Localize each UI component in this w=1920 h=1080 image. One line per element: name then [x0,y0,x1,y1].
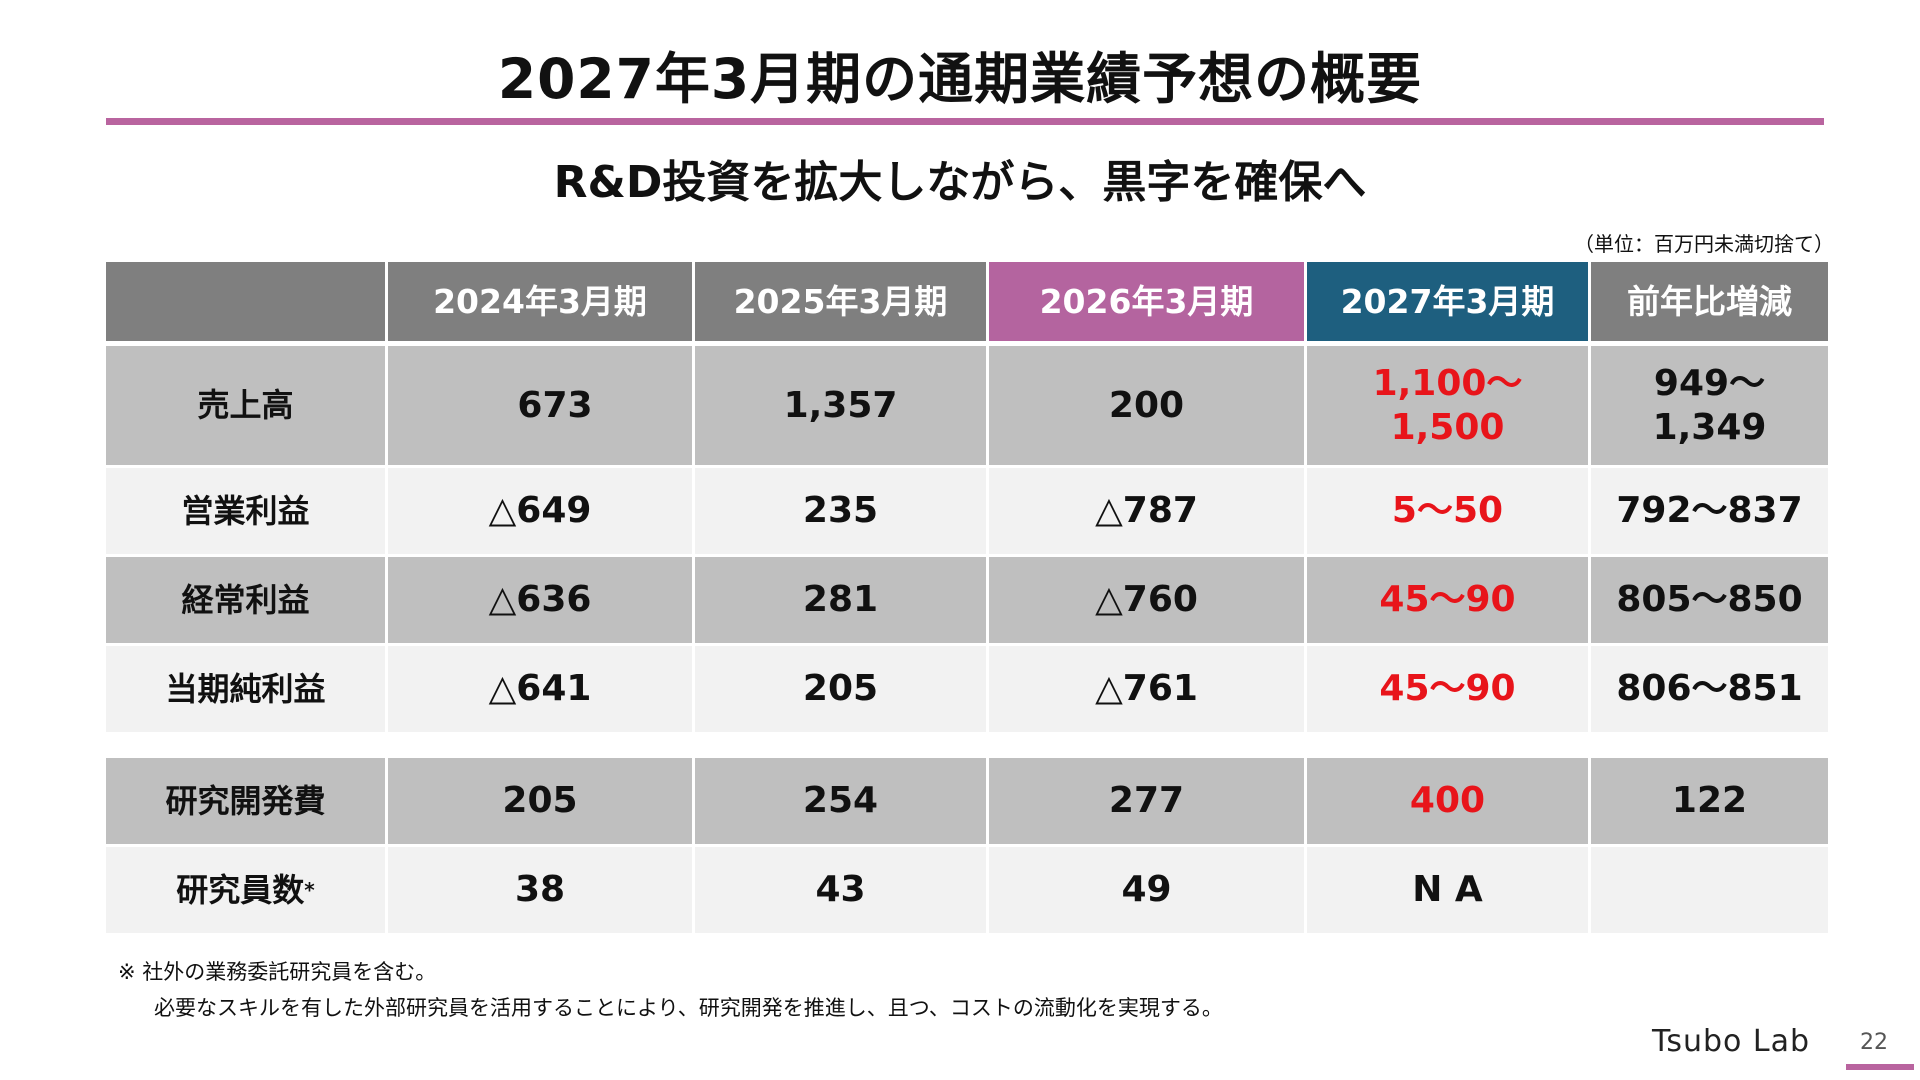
table-cell-forecast: 1,100〜 1,500 [1307,346,1591,465]
table-cell-change: 792〜837 [1591,468,1828,554]
table-cell: △636 [388,557,695,643]
footnote: ※ 社外の業務委託研究員を含む。 必要なスキルを有した外部研究員を活用することに… [118,954,1223,1026]
table-cell-change: 805〜850 [1591,557,1828,643]
header-cell-yoy-change: 前年比増減 [1591,262,1828,341]
table-cell: 281 [695,557,989,643]
table-cell-change: 122 [1591,758,1828,844]
table-row-revenue: 売上高 673 1,357 200 1,100〜 1,500 949〜 1,34… [106,346,1828,465]
table-row-net-income: 当期純利益 △641 205 △761 45〜90 806〜851 [106,646,1828,732]
row-label-researchers: 研究員数 * [106,847,388,933]
footnote-line-2: 必要なスキルを有した外部研究員を活用することにより、研究開発を推進し、且つ、コス… [154,996,1223,1020]
table-cell-forecast: 400 [1307,758,1591,844]
table-cell-forecast: 45〜90 [1307,557,1591,643]
table-cell: 49 [989,847,1307,933]
footnote-line-1: ※ 社外の業務委託研究員を含む。 [118,960,437,984]
table-cell: △761 [989,646,1307,732]
footnote-marker: * [304,878,315,902]
table-cell: 673 [388,346,695,465]
table-header-row: 2024年3月期 2025年3月期 2026年3月期 2027年3月期 前年比増… [106,262,1828,341]
unit-note: （単位：百万円未満切捨て） [1574,232,1834,256]
table-row-researchers: 研究員数 * 38 43 49 N A [106,847,1828,933]
header-cell-fy2026: 2026年3月期 [989,262,1307,341]
table-cell: 1,357 [695,346,989,465]
table-cell: 38 [388,847,695,933]
table-cell: 254 [695,758,989,844]
page-subtitle: R&D投資を拡大しながら、黒字を確保へ [553,157,1367,208]
table-cell: 235 [695,468,989,554]
table-cell-forecast: 45〜90 [1307,646,1591,732]
table-cell-forecast: 5〜50 [1307,468,1591,554]
header-cell-blank [106,262,388,341]
table-cell: △760 [989,557,1307,643]
row-label: 経常利益 [106,557,388,643]
table-cell: 205 [695,646,989,732]
header-cell-fy2024: 2024年3月期 [388,262,695,341]
page-number: 22 [1860,1030,1888,1055]
page-number-underline [1846,1064,1914,1070]
row-label: 研究員数 [176,870,305,909]
table-cell: 205 [388,758,695,844]
table-cell: △641 [388,646,695,732]
table-cell: 277 [989,758,1307,844]
table-cell: △787 [989,468,1307,554]
company-logo: Tsubo Lab [1652,1024,1811,1059]
header-cell-fy2027: 2027年3月期 [1307,262,1591,341]
table-row-operating-income: 営業利益 △649 235 △787 5〜50 792〜837 [106,468,1828,554]
table-row-ordinary-income: 経常利益 △636 281 △760 45〜90 805〜850 [106,557,1828,643]
table-row-rd-expense: 研究開発費 205 254 277 400 122 [106,758,1828,844]
row-label: 営業利益 [106,468,388,554]
table-cell-forecast: N A [1307,847,1591,933]
row-label: 研究開発費 [106,758,388,844]
page-title: 2027年3月期の通期業績予想の概要 [497,47,1423,111]
table-cell-change [1591,847,1828,933]
table-cell-change: 949〜 1,349 [1591,346,1828,465]
table-cell: 43 [695,847,989,933]
row-label: 当期純利益 [106,646,388,732]
title-underline [106,118,1824,125]
header-cell-fy2025: 2025年3月期 [695,262,989,341]
table-cell: 200 [989,346,1307,465]
row-label: 売上高 [106,346,388,465]
table-cell-change: 806〜851 [1591,646,1828,732]
table-cell: △649 [388,468,695,554]
